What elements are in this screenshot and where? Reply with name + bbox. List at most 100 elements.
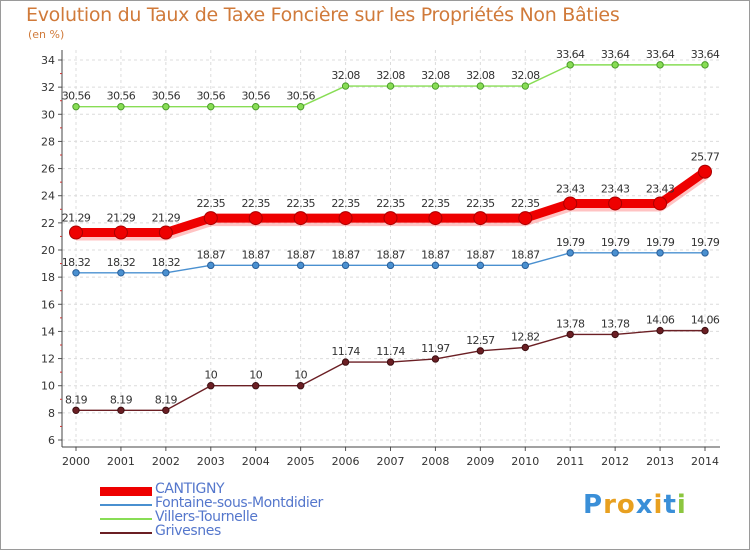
data-label-fontaine-sous-montdidier: 18.32 xyxy=(152,256,181,269)
data-point-grivesnes xyxy=(117,406,125,414)
legend-item-cantigny: CANTIGNY xyxy=(100,481,400,498)
data-label-grivesnes: 11.74 xyxy=(376,345,405,358)
data-label-fontaine-sous-montdidier: 18.87 xyxy=(286,248,315,261)
data-point-grivesnes xyxy=(207,382,215,390)
data-label-villers-tournelle: 30.56 xyxy=(286,90,315,103)
y-tick-label: 30 xyxy=(41,108,55,121)
y-tick-label: 32 xyxy=(41,81,55,94)
data-label-cantigny: 22.35 xyxy=(197,197,226,210)
data-label-fontaine-sous-montdidier: 18.87 xyxy=(466,248,495,261)
data-point-grivesnes xyxy=(521,343,529,352)
data-label-cantigny: 21.29 xyxy=(107,211,136,224)
x-tick-label: 2001 xyxy=(107,455,135,468)
data-point-grivesnes xyxy=(656,326,664,335)
y-tick-label: 8 xyxy=(48,407,55,420)
x-tick-label: 2014 xyxy=(691,455,719,468)
data-label-grivesnes: 12.82 xyxy=(511,330,540,343)
data-point-cantigny xyxy=(563,196,578,211)
logo-letter: P xyxy=(583,490,604,520)
data-point-fontaine-sous-montdidier xyxy=(162,269,170,277)
legend-item-fontaine-sous-montdidier: Fontaine-sous-Montdidier xyxy=(100,495,400,512)
data-point-grivesnes xyxy=(252,382,260,390)
data-point-cantigny xyxy=(113,225,128,240)
x-tick-label: 2011 xyxy=(556,455,584,468)
data-label-fontaine-sous-montdidier: 18.87 xyxy=(241,248,270,261)
data-point-cantigny xyxy=(69,225,83,240)
y-axis-label: (en %) xyxy=(28,28,65,41)
data-point-fontaine-sous-montdidier xyxy=(701,249,709,257)
data-point-villers-tournelle xyxy=(117,102,125,111)
data-point-villers-tournelle xyxy=(431,82,440,90)
data-label-villers-tournelle: 32.08 xyxy=(511,69,540,82)
data-label-cantigny: 22.35 xyxy=(331,197,360,210)
data-point-villers-tournelle xyxy=(341,82,350,90)
y-tick-label: 16 xyxy=(41,298,55,311)
data-label-fontaine-sous-montdidier: 19.79 xyxy=(556,236,585,249)
data-label-cantigny: 23.43 xyxy=(601,182,630,195)
legend-swatch xyxy=(100,487,152,496)
data-point-fontaine-sous-montdidier xyxy=(521,261,529,270)
data-point-grivesnes xyxy=(476,347,485,355)
logo-letter: i xyxy=(653,490,664,520)
data-label-fontaine-sous-montdidier: 18.87 xyxy=(197,248,226,261)
data-point-cantigny xyxy=(203,211,218,226)
data-label-grivesnes: 14.06 xyxy=(691,314,720,327)
data-point-fontaine-sous-montdidier xyxy=(341,261,350,270)
data-label-fontaine-sous-montdidier: 18.87 xyxy=(376,248,405,261)
x-tick-label: 2009 xyxy=(466,455,494,468)
data-label-villers-tournelle: 30.56 xyxy=(62,90,91,103)
data-label-cantigny: 21.29 xyxy=(62,211,91,224)
y-tick-label: 24 xyxy=(41,190,55,203)
y-tick-label: 10 xyxy=(41,380,55,393)
data-label-grivesnes: 10 xyxy=(249,369,262,382)
data-label-villers-tournelle: 30.56 xyxy=(197,90,226,103)
data-label-cantigny: 22.35 xyxy=(376,197,405,210)
data-label-grivesnes: 8.19 xyxy=(155,393,178,406)
logo-letter: t xyxy=(663,490,677,520)
proxiti-logo: Proxiti xyxy=(583,490,687,520)
legend-label: Grivesnes xyxy=(155,523,221,539)
x-tick-label: 2005 xyxy=(287,455,315,468)
data-point-villers-tournelle xyxy=(296,102,305,111)
x-tick-label: 2012 xyxy=(601,455,629,468)
y-tick-label: 14 xyxy=(41,325,55,338)
data-point-fontaine-sous-montdidier xyxy=(207,261,215,270)
data-label-villers-tournelle: 33.64 xyxy=(691,48,720,61)
data-point-villers-tournelle xyxy=(162,102,170,111)
data-label-cantigny: 22.35 xyxy=(241,197,270,210)
data-label-villers-tournelle: 33.64 xyxy=(556,48,585,61)
data-label-grivesnes: 12.57 xyxy=(466,334,495,347)
y-tick-label: 28 xyxy=(41,135,55,148)
data-label-cantigny: 22.35 xyxy=(421,197,450,210)
data-label-fontaine-sous-montdidier: 18.87 xyxy=(511,248,540,261)
data-point-cantigny xyxy=(653,196,668,211)
data-label-fontaine-sous-montdidier: 19.79 xyxy=(691,236,720,249)
data-point-grivesnes xyxy=(611,330,619,339)
logo-letter: r xyxy=(603,490,617,520)
data-point-fontaine-sous-montdidier xyxy=(296,261,305,270)
legend-swatch xyxy=(100,532,152,534)
data-label-villers-tournelle: 32.08 xyxy=(421,69,450,82)
chart-title: Evolution du Taux de Taxe Foncière sur l… xyxy=(26,4,620,26)
data-point-cantigny xyxy=(608,196,623,211)
data-label-cantigny: 21.29 xyxy=(152,211,181,224)
data-label-grivesnes: 11.97 xyxy=(421,342,450,355)
data-point-grivesnes xyxy=(701,326,709,335)
data-point-fontaine-sous-montdidier xyxy=(72,269,80,277)
data-label-villers-tournelle: 32.08 xyxy=(466,69,495,82)
y-tick-label: 18 xyxy=(41,271,55,284)
x-tick-label: 2003 xyxy=(197,455,225,468)
legend-label: Fontaine-sous-Montdidier xyxy=(155,495,323,511)
data-point-grivesnes xyxy=(296,382,305,390)
data-label-fontaine-sous-montdidier: 18.32 xyxy=(107,256,136,269)
data-point-fontaine-sous-montdidier xyxy=(566,249,574,257)
data-point-cantigny xyxy=(383,211,398,226)
data-point-grivesnes xyxy=(72,406,80,414)
data-label-grivesnes: 13.78 xyxy=(556,317,585,330)
data-label-villers-tournelle: 30.56 xyxy=(241,90,270,103)
legend-item-grivesnes: Grivesnes xyxy=(100,523,400,540)
y-tick-label: 34 xyxy=(41,54,55,67)
y-tick-label: 22 xyxy=(41,217,55,230)
data-point-grivesnes xyxy=(341,358,350,366)
